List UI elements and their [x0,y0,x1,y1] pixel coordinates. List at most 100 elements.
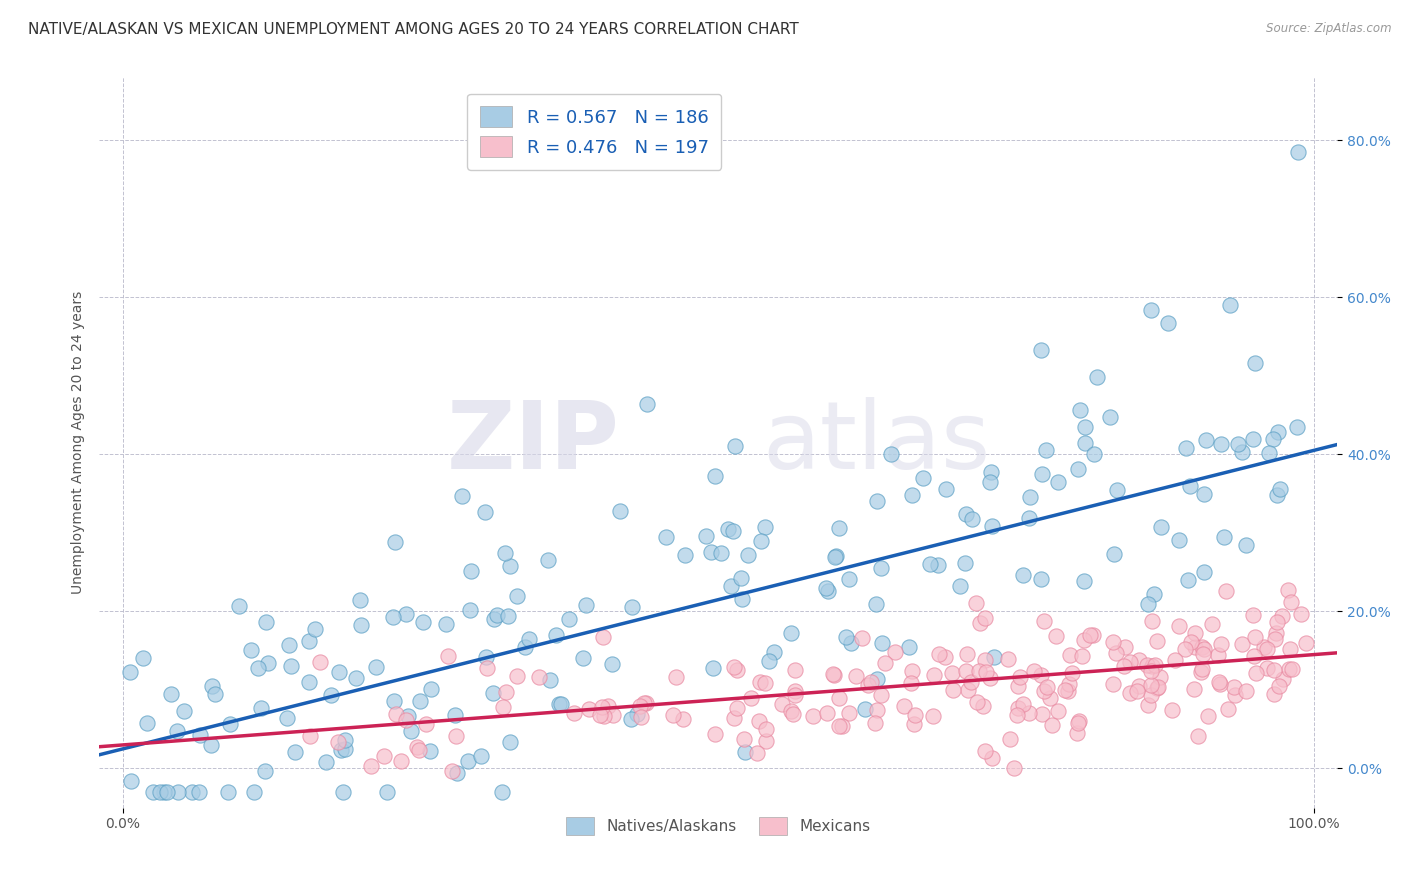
Point [1033,614,1056,628]
Point [1286,145,1309,159]
Point [1114,640,1136,654]
Point [1069,402,1091,417]
Point [349,593,371,607]
Point [1057,683,1080,698]
Point [979,475,1001,489]
Point [1261,432,1284,446]
Point [538,673,561,687]
Point [298,634,321,648]
Point [973,653,995,667]
Point [1208,674,1230,689]
Point [142,785,165,799]
Point [1192,566,1215,580]
Point [1119,686,1142,700]
Point [927,558,949,573]
Point [733,731,755,746]
Point [204,687,226,701]
Point [1256,661,1278,675]
Point [725,701,748,715]
Point [173,705,195,719]
Point [284,745,307,759]
Point [1174,641,1197,656]
Point [344,671,367,685]
Point [1295,635,1317,649]
Point [250,701,273,715]
Point [1067,714,1090,728]
Point [949,579,972,593]
Point [1031,467,1053,481]
Point [1256,642,1278,657]
Point [866,703,889,717]
Point [1149,670,1171,684]
Point [1035,443,1057,458]
Point [529,670,551,684]
Text: NATIVE/ALASKAN VS MEXICAN UNEMPLOYMENT AMONG AGES 20 TO 24 YEARS CORRELATION CHA: NATIVE/ALASKAN VS MEXICAN UNEMPLOYMENT A… [28,22,799,37]
Point [1174,441,1197,455]
Point [942,683,965,698]
Point [228,599,250,613]
Point [475,660,498,674]
Point [748,714,770,728]
Point [278,639,301,653]
Point [960,674,983,689]
Point [1244,630,1267,644]
Point [1128,679,1150,693]
Point [1194,487,1216,501]
Point [441,764,464,778]
Point [1243,649,1265,664]
Point [1149,520,1171,534]
Point [1136,657,1159,672]
Point [870,636,893,650]
Point [856,678,879,692]
Point [620,599,643,614]
Point [636,397,658,411]
Point [737,548,759,562]
Point [395,607,418,621]
Point [695,529,717,543]
Point [1232,637,1254,651]
Point [1213,530,1236,544]
Point [446,766,468,780]
Point [1140,658,1163,673]
Point [704,469,727,483]
Point [1101,677,1123,691]
Point [976,665,998,679]
Point [1268,482,1291,496]
Point [1112,659,1135,673]
Point [474,649,496,664]
Point [700,545,723,559]
Point [217,785,239,799]
Point [725,663,748,677]
Point [1125,684,1147,698]
Point [1178,479,1201,493]
Point [1085,369,1108,384]
Point [628,698,651,713]
Point [723,711,745,725]
Point [1029,668,1052,682]
Point [636,696,658,710]
Point [1018,706,1040,720]
Point [1139,302,1161,317]
Point [880,447,903,461]
Point [1136,698,1159,713]
Point [1285,419,1308,434]
Point [1197,708,1219,723]
Point [350,617,373,632]
Point [377,785,399,799]
Point [1024,664,1046,678]
Point [298,674,321,689]
Point [1164,653,1187,667]
Point [655,530,678,544]
Point [1257,446,1279,460]
Point [1002,761,1025,775]
Point [1012,697,1035,711]
Point [575,598,598,612]
Point [721,524,744,539]
Point [785,688,807,702]
Point [1036,680,1059,694]
Point [1031,706,1053,721]
Point [740,691,762,706]
Point [486,608,509,623]
Point [997,652,1019,666]
Point [1104,646,1126,660]
